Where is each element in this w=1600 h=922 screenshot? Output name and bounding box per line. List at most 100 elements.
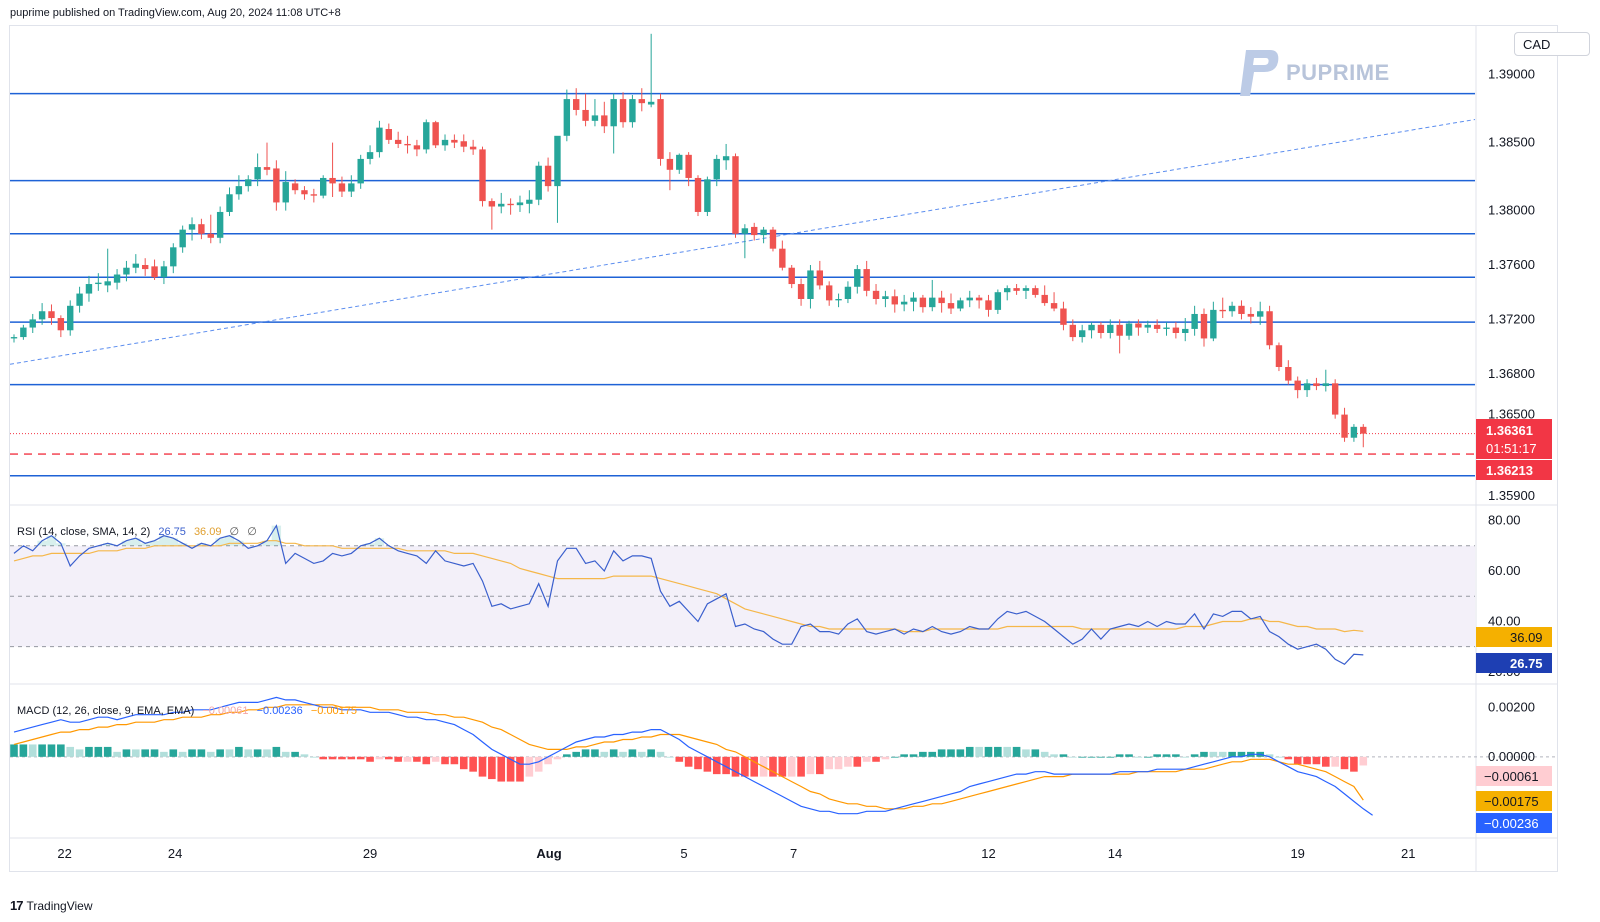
macd-histogram-bar (1115, 754, 1124, 757)
macd-histogram-bar (272, 746, 281, 757)
macd-histogram-bar (563, 754, 571, 757)
candle-body (1125, 323, 1133, 336)
candle-body (188, 224, 196, 230)
candle-body (160, 266, 168, 278)
candle-body (647, 101, 655, 105)
macd-histogram-bar (1331, 756, 1339, 767)
candle-body (301, 190, 308, 195)
candle-body (1322, 383, 1329, 387)
candle-body (985, 300, 992, 310)
macd-histogram-bar (235, 746, 243, 757)
macd-histogram-bar (1040, 751, 1049, 757)
price-tick-label: 1.36800 (1488, 366, 1535, 381)
macd-histogram-bar (553, 756, 562, 760)
time-tick-label: Aug (536, 846, 561, 861)
candle-body (816, 270, 824, 286)
macd-histogram-bar (28, 744, 37, 757)
candle-body (366, 152, 374, 159)
candle-body (1163, 327, 1170, 329)
time-tick-label: 12 (981, 846, 995, 861)
candle-body (441, 139, 449, 146)
candle-body (1069, 324, 1077, 338)
time-tick-label: 7 (790, 846, 797, 861)
macd-histogram-bar (1172, 754, 1180, 757)
macd-histogram-bar (394, 756, 402, 762)
candle-body (357, 158, 364, 184)
candle-body (141, 265, 149, 270)
macd-badge-bg-0 (1476, 766, 1552, 786)
macd-badge-bg-2 (1476, 813, 1552, 833)
candle-body (1022, 288, 1030, 291)
candle-body (113, 274, 121, 283)
candle-body (1360, 426, 1367, 434)
macd-histogram-bar (909, 754, 918, 757)
macd-histogram-bar (188, 749, 196, 757)
candle-body (263, 167, 271, 170)
candle-body (1247, 313, 1255, 317)
candle-body (1275, 345, 1283, 367)
candle-body (38, 311, 46, 320)
macd-histogram-bar (300, 754, 309, 757)
macd-tick-label: 0.00200 (1488, 699, 1535, 714)
macd-histogram-bar (216, 749, 224, 757)
candle-body (938, 297, 945, 304)
macd-histogram-bar (956, 749, 965, 757)
time-tick-label: 29 (363, 846, 377, 861)
dashed-level-label: 1.36213 (1486, 463, 1533, 478)
macd-histogram-bar (1078, 756, 1086, 758)
macd-histogram-bar (572, 751, 580, 757)
countdown-label: 01:51:17 (1486, 441, 1537, 456)
macd-histogram-bar (103, 746, 112, 757)
macd-histogram-bar (1012, 746, 1021, 757)
macd-histogram-bar (919, 751, 927, 757)
macd-histogram-bar (647, 749, 655, 757)
candle-body (554, 135, 561, 187)
macd-histogram-bar (328, 756, 337, 760)
candle-body (1004, 288, 1011, 293)
macd-histogram-bar (366, 756, 374, 762)
candle-body (216, 211, 224, 238)
macd-histogram-bar (881, 756, 890, 760)
macd-histogram-bar (806, 756, 815, 775)
rsi-badge: 26.75 (1510, 656, 1543, 671)
macd-histogram-bar (900, 754, 908, 757)
macd-histogram-bar (694, 756, 702, 770)
macd-histogram-bar (516, 756, 524, 782)
candle-body (1041, 294, 1048, 304)
macd-histogram-bar (890, 756, 899, 758)
macd-histogram-bar (19, 744, 28, 757)
candle-body (1350, 426, 1358, 438)
puprime-logo-text: PUPRIME (1286, 60, 1390, 85)
currency-button[interactable]: CAD (1514, 32, 1590, 56)
macd-histogram-bar (122, 749, 131, 757)
candle-body (132, 263, 140, 268)
macd-histogram-bar (319, 756, 328, 760)
macd-histogram-bar (1003, 746, 1012, 757)
candle-body (1116, 324, 1123, 336)
macd-line-legend-value: −0.00236 (256, 705, 303, 717)
macd-histogram-bar (656, 751, 665, 757)
macd-histogram-bar (38, 744, 46, 757)
macd-histogram-bar (928, 751, 937, 757)
macd-histogram-bar (872, 756, 880, 762)
macd-histogram-bar (1209, 751, 1218, 757)
candle-body (741, 228, 749, 234)
macd-histogram-group (10, 744, 1368, 782)
macd-histogram-bar (422, 756, 431, 765)
candle-body (170, 247, 177, 267)
candle-body (825, 285, 833, 301)
candle-body (235, 186, 243, 195)
candle-body (1060, 308, 1067, 325)
candle-body (1144, 324, 1151, 328)
candle-body (404, 143, 411, 146)
macd-histogram-bar (937, 749, 946, 757)
candle-body (629, 99, 636, 123)
rsi-legend: RSI (14, close, SMA, 14, 2) 26.75 36.09 … (17, 525, 262, 538)
candle-body (498, 203, 505, 207)
macd-histogram-bar (1153, 754, 1161, 757)
footer: 17 TradingView (10, 898, 93, 913)
candle-body (76, 293, 83, 306)
candle-body (704, 179, 711, 212)
candle-body (835, 299, 842, 301)
